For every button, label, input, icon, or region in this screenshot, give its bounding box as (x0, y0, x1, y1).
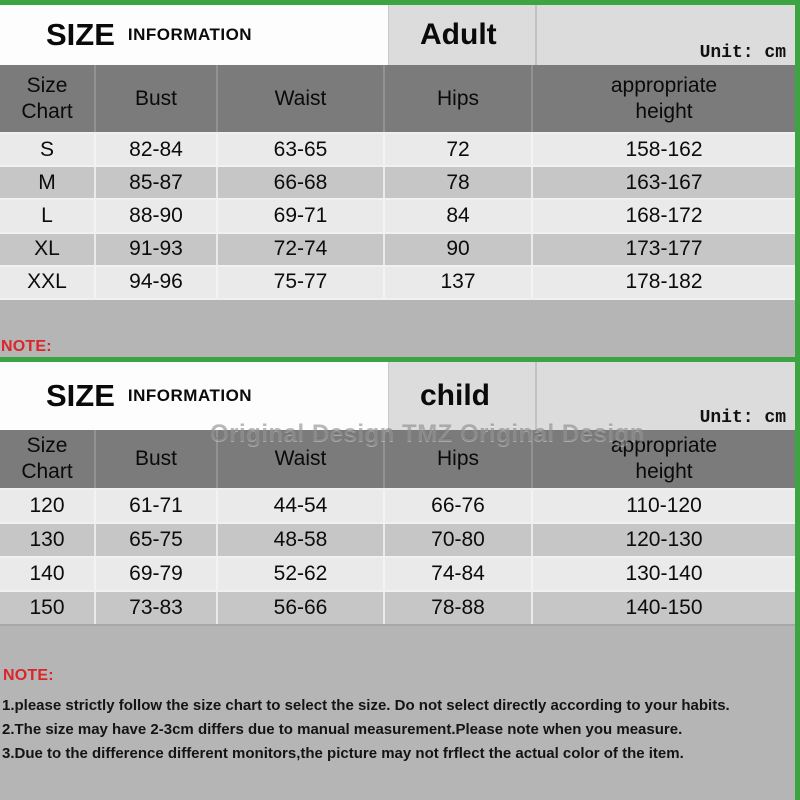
table-cell: 163-167 (625, 170, 703, 194)
table-cell: 69-71 (218, 200, 385, 232)
table-row: 150 73-83 56-66 78-88 140-150 (0, 591, 795, 626)
column-header-waist: Waist (218, 65, 385, 132)
note-label: NOTE: (1, 337, 52, 355)
table-cell: 72-74 (218, 233, 385, 265)
size-label: SIZE (46, 377, 115, 413)
footer-notes: NOTE: 1.please strictly follow the size … (0, 625, 795, 800)
table-cell: 120 (0, 489, 96, 522)
table-cell: 178-182 (625, 270, 703, 294)
table-cell: XXL (0, 266, 96, 298)
table-cell: 63-65 (218, 134, 385, 166)
footer-note-2: 2.The size may have 2-3cm differs due to… (2, 720, 683, 738)
table-cell: 120-130 (625, 527, 703, 551)
table-cell: 140 (0, 557, 96, 590)
column-header-hips: Hips (385, 429, 533, 488)
unit-label: Unit: cm (699, 407, 786, 428)
child-table-top-border (0, 356, 795, 362)
column-header-bust: Bust (96, 65, 218, 132)
table-cell: 158-162 (625, 137, 703, 161)
adult-size-table: SIZE INFORMATION Adult Unit: cm Size Cha… (0, 0, 795, 300)
adult-unit-cell: Unit: cm (535, 5, 795, 65)
table-row: L 88-90 69-71 84 168-172 (0, 200, 795, 234)
information-label: INFORMATION (127, 25, 253, 44)
table-cell: 91-93 (96, 233, 218, 265)
size-information-heading: SIZE INFORMATION (0, 5, 388, 65)
table-cell: 173-177 (625, 237, 703, 261)
table-cell: 130-140 (625, 561, 703, 585)
table-cell: 61-71 (96, 489, 218, 522)
table-cell: 66-68 (218, 167, 385, 199)
table-cell: 52-62 (218, 557, 385, 590)
table-row: 140 69-79 52-62 74-84 130-140 (0, 557, 795, 592)
table-cell: 72 (385, 134, 533, 166)
table-cell: 73-83 (96, 591, 218, 624)
column-header-hips: Hips (385, 65, 533, 132)
table-row: 120 61-71 44-54 66-76 110-120 (0, 489, 795, 524)
adult-title-row: SIZE INFORMATION Adult Unit: cm (0, 5, 795, 65)
column-header-height: appropriate height (610, 433, 718, 483)
table-cell: 85-87 (96, 167, 218, 199)
table-cell: 130 (0, 523, 96, 556)
table-cell: L (0, 200, 96, 232)
table-cell: 74-84 (385, 557, 533, 590)
table-cell: 78 (385, 167, 533, 199)
size-information-heading: SIZE INFORMATION (0, 361, 388, 430)
child-size-table: SIZE INFORMATION child Unit: cm Size Cha… (0, 361, 795, 626)
child-title-row: SIZE INFORMATION child Unit: cm (0, 361, 795, 430)
information-label: INFORMATION (127, 385, 253, 405)
table-cell: 84 (385, 200, 533, 232)
table-row: M 85-87 66-68 78 163-167 (0, 167, 795, 201)
table-row: XL 91-93 72-74 90 173-177 (0, 233, 795, 267)
table-cell: M (0, 167, 96, 199)
table-row: S 82-84 63-65 72 158-162 (0, 134, 795, 168)
table-cell: 168-172 (625, 203, 703, 227)
child-column-header-row: Size Chart Bust Waist Hips appropriate h… (0, 429, 795, 490)
table-cell: 110-120 (626, 493, 702, 517)
table-cell: 48-58 (218, 523, 385, 556)
table-cell: XL (0, 233, 96, 265)
column-header-bust: Bust (96, 429, 218, 488)
table-cell: 66-76 (385, 489, 533, 522)
table-cell: 56-66 (218, 591, 385, 624)
table-cell: 75-77 (218, 266, 385, 298)
note-label: NOTE: (3, 666, 54, 684)
column-header-size-chart: Size Chart (0, 429, 96, 488)
child-unit-cell: Unit: cm (535, 361, 795, 430)
table-cell: 140-150 (625, 595, 703, 619)
table-cell: 150 (0, 591, 96, 624)
table-row: XXL 94-96 75-77 137 178-182 (0, 266, 795, 300)
table-cell: 44-54 (218, 489, 385, 522)
adult-column-header-row: Size Chart Bust Waist Hips appropriate h… (0, 65, 795, 134)
table-cell: 70-80 (385, 523, 533, 556)
column-header-size-chart: Size Chart (0, 65, 96, 132)
table-cell: 69-79 (96, 557, 218, 590)
table-cell: S (0, 134, 96, 166)
child-category-label: child (388, 361, 535, 430)
column-header-height: appropriate height (610, 73, 718, 123)
column-header-waist: Waist (218, 429, 385, 488)
table-cell: 137 (385, 266, 533, 298)
table-row: 130 65-75 48-58 70-80 120-130 (0, 523, 795, 558)
table-cell: 94-96 (96, 266, 218, 298)
note-band: NOTE: (0, 299, 795, 357)
adult-category-label: Adult (388, 5, 535, 65)
size-label: SIZE (46, 17, 115, 52)
unit-label: Unit: cm (699, 43, 786, 63)
table-cell: 78-88 (385, 591, 533, 624)
table-cell: 82-84 (96, 134, 218, 166)
adult-table-top-border (0, 0, 795, 5)
table-cell: 88-90 (96, 200, 218, 232)
table-cell: 65-75 (96, 523, 218, 556)
footer-note-3: 3.Due to the difference different monito… (2, 744, 684, 762)
table-cell: 90 (385, 233, 533, 265)
footer-note-1: 1.please strictly follow the size chart … (2, 696, 730, 714)
